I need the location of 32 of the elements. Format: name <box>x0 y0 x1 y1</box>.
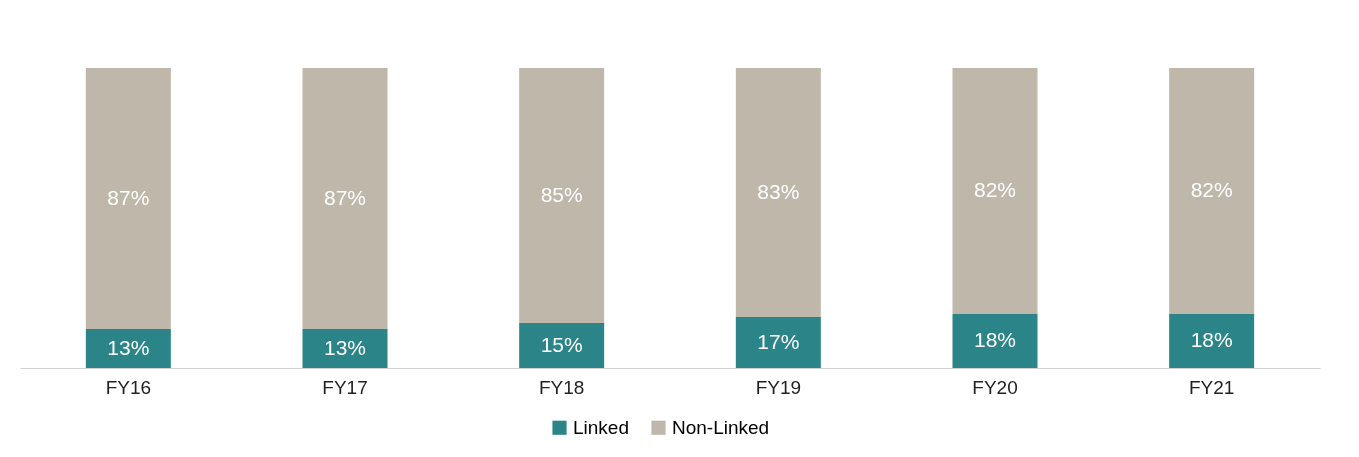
bar <box>85 68 171 329</box>
data-label: 17% <box>757 329 800 353</box>
data-label: 82% <box>973 178 1017 201</box>
bar <box>735 317 821 368</box>
bar <box>1169 314 1255 368</box>
x-tick-label: FY17 <box>322 376 368 398</box>
data-label: 15% <box>540 332 583 356</box>
legend-label: Non-Linked <box>672 416 770 438</box>
data-label: 18% <box>973 328 1017 351</box>
x-tick-label: FY20 <box>972 376 1018 398</box>
bar <box>952 314 1038 368</box>
x-tick-label: FY19 <box>755 376 802 398</box>
bar <box>735 68 821 317</box>
bar <box>302 329 388 368</box>
bar <box>1169 68 1255 314</box>
bar <box>952 68 1038 314</box>
data-label: 13% <box>107 335 150 359</box>
bar <box>519 323 605 368</box>
bar <box>519 68 605 323</box>
legend-label: Linked <box>573 416 629 438</box>
x-tick-label: FY16 <box>105 376 152 398</box>
data-label: 83% <box>757 179 800 203</box>
bar <box>85 329 171 368</box>
data-label: 85% <box>540 182 583 206</box>
data-label: 87% <box>323 185 367 209</box>
data-label: 87% <box>107 185 150 209</box>
data-label: 13% <box>323 335 367 359</box>
data-label: 82% <box>1190 178 1233 201</box>
bar <box>302 68 388 329</box>
x-tick-label: FY21 <box>1188 376 1235 398</box>
data-label: 18% <box>1190 328 1233 351</box>
x-tick-label: FY18 <box>538 376 585 398</box>
